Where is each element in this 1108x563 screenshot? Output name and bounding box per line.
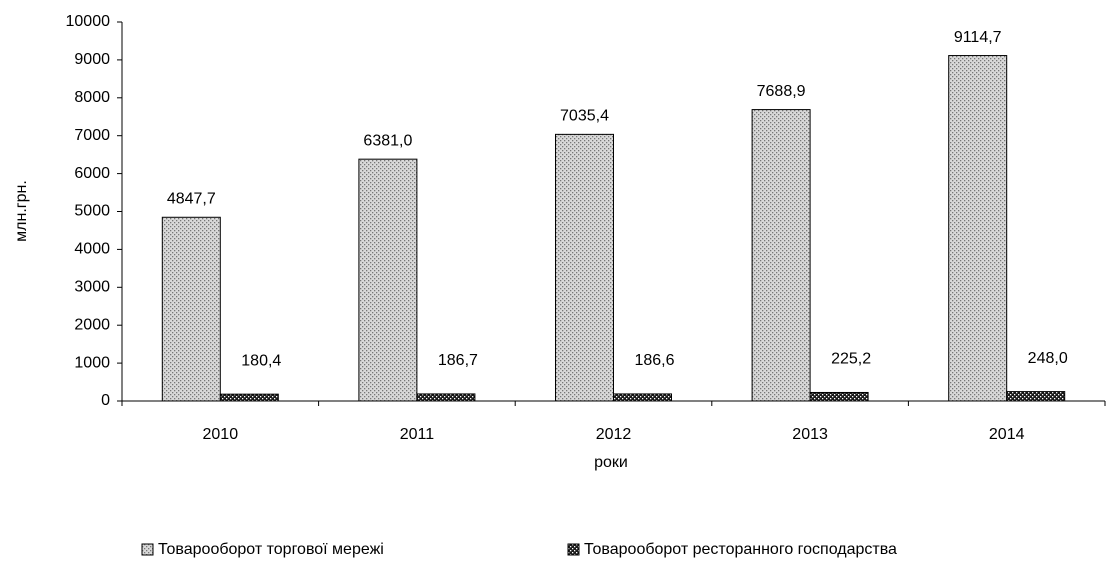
y-tick-label: 3000 [74, 279, 110, 296]
legend-label: Товарооборот ресторанного господарства [584, 541, 897, 558]
x-tick-label: 2012 [596, 426, 632, 443]
bar [358, 158, 418, 402]
value-label: 7035,4 [560, 108, 609, 125]
y-tick-label: 8000 [74, 89, 110, 106]
y-tick-label: 6000 [74, 165, 110, 182]
bar [555, 133, 614, 402]
y-tick-label: 5000 [74, 203, 110, 220]
bar [809, 391, 869, 402]
value-label: 225,2 [831, 351, 871, 368]
legend-swatch [567, 543, 580, 556]
legend-label: Товарооборот торгової мережі [158, 541, 384, 558]
value-label: 186,7 [438, 352, 478, 369]
bar [948, 55, 1008, 402]
y-tick-label: 1000 [74, 354, 110, 371]
y-tick-label: 10000 [66, 13, 111, 30]
x-tick-label: 2011 [400, 426, 435, 443]
value-label: 248,0 [1028, 350, 1068, 367]
bar [219, 393, 279, 402]
value-label: 6381,0 [363, 132, 412, 149]
y-tick-label: 7000 [74, 127, 110, 144]
y-axis-label: млн.грн. [13, 180, 30, 242]
bar [751, 109, 811, 402]
bar [161, 216, 221, 402]
y-tick-label: 2000 [74, 316, 110, 333]
value-label: 180,4 [241, 352, 281, 369]
y-tick-label: 4000 [74, 241, 110, 258]
y-tick-label: 9000 [74, 51, 110, 68]
x-tick-label: 2014 [989, 426, 1025, 443]
legend-swatch [141, 543, 154, 556]
value-label: 186,6 [634, 352, 674, 369]
x-axis-label: роки [594, 454, 628, 471]
x-tick-label: 2013 [792, 426, 828, 443]
value-label: 9114,7 [954, 29, 1002, 46]
x-tick-label: 2010 [203, 426, 239, 443]
bar [416, 393, 476, 402]
value-label: 4847,7 [167, 190, 216, 207]
bar [1006, 391, 1066, 402]
bar [613, 393, 672, 402]
y-tick-label: 0 [101, 392, 110, 409]
value-label: 7688,9 [757, 83, 806, 100]
